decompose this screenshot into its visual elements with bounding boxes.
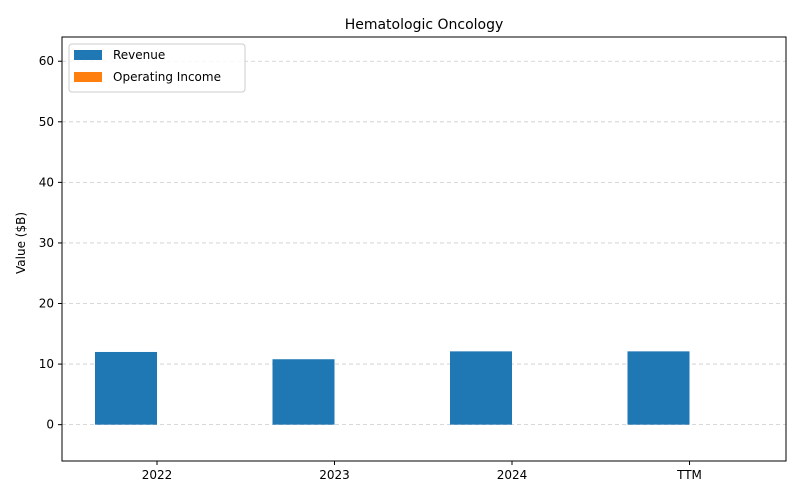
bar-revenue-2022 (95, 351, 157, 425)
x-ticks: 2022 2023 2024 TTM (142, 461, 702, 482)
legend-label-revenue: Revenue (113, 48, 165, 62)
x-tick-label-2023: 2023 (319, 468, 350, 482)
y-tick-label-50: 50 (39, 115, 54, 129)
y-tick-label-0: 0 (46, 418, 54, 432)
plot-frame (61, 36, 787, 462)
x-tick-label-2022: 2022 (142, 468, 173, 482)
legend-box (68, 43, 246, 93)
bars (95, 351, 690, 425)
legend: Revenue Operating Income (68, 43, 246, 93)
legend-swatch-revenue (74, 50, 102, 60)
x-tick-label-2024: 2024 (497, 468, 528, 482)
y-axis-label: Value ($B) (14, 212, 28, 274)
chart-title: Hematologic Oncology (345, 17, 504, 33)
legend-label-operating-income: Operating Income (113, 70, 221, 84)
y-tick-label-40: 40 (39, 175, 54, 189)
legend-swatch-operating-income (74, 72, 102, 82)
bar-revenue-2023 (272, 359, 335, 425)
y-tick-label-10: 10 (39, 357, 54, 371)
y-tick-label-60: 60 (39, 54, 54, 68)
x-tick-label-ttm: TTM (676, 468, 702, 482)
bar-revenue-ttm (627, 351, 690, 425)
bar-revenue-2024 (450, 351, 512, 425)
y-tick-label-30: 30 (39, 236, 54, 250)
y-tick-label-20: 20 (39, 297, 54, 311)
y-ticks: 0 10 20 30 40 50 60 (39, 54, 62, 432)
